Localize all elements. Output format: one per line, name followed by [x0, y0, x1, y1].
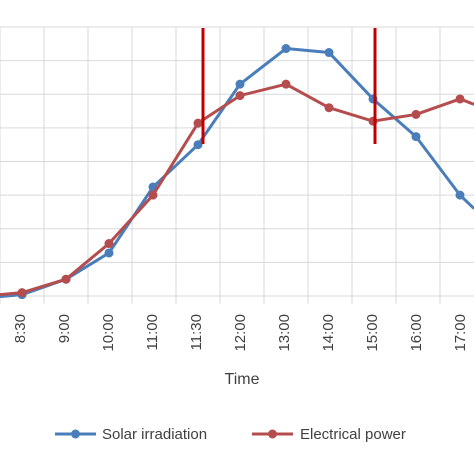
x-tick-label: 14:00	[320, 314, 337, 352]
legend-swatch-marker	[71, 429, 80, 439]
data-point	[104, 239, 114, 249]
data-point	[235, 79, 245, 89]
series-line-electrical-power	[0, 82, 474, 297]
data-point	[324, 48, 334, 58]
legend-label: Electrical power	[300, 426, 406, 443]
data-point	[193, 118, 203, 128]
x-tick-label: 10:00	[100, 314, 117, 352]
data-point	[324, 103, 334, 113]
x-tick-label: 9:00	[56, 314, 73, 343]
data-point	[17, 288, 27, 298]
data-point	[235, 91, 245, 101]
x-axis-title: Time	[225, 371, 260, 388]
data-point	[61, 274, 71, 284]
series-lines	[0, 44, 474, 300]
data-point	[281, 44, 291, 54]
x-tick-label: 13:00	[276, 314, 293, 352]
data-point	[455, 94, 465, 104]
vertical-markers	[201, 28, 377, 144]
x-tick-label: 11:30	[188, 314, 205, 350]
data-point	[411, 132, 421, 142]
gridlines	[0, 26, 474, 304]
data-point	[148, 190, 158, 200]
data-point	[104, 248, 114, 258]
data-point	[455, 190, 465, 200]
legend-swatch-marker	[268, 429, 277, 439]
data-point	[411, 109, 421, 119]
x-tick-label: 11:00	[144, 314, 161, 350]
x-tick-label: 17:00	[452, 314, 469, 352]
x-tick-label: 16:00	[408, 314, 425, 352]
legend: Solar irradiation Electrical power	[55, 426, 406, 443]
x-tick-label: 8:30	[12, 314, 29, 343]
x-tick-label: 15:00	[364, 314, 381, 352]
x-tick-label: 12:00	[232, 314, 249, 352]
legend-label: Solar irradiation	[102, 426, 207, 443]
data-point	[193, 140, 203, 150]
x-tick-labels: 8:30 9:00 10:00 11:00 11:30 12:00 13:00 14:00 15…	[12, 314, 469, 352]
data-point	[281, 79, 291, 89]
